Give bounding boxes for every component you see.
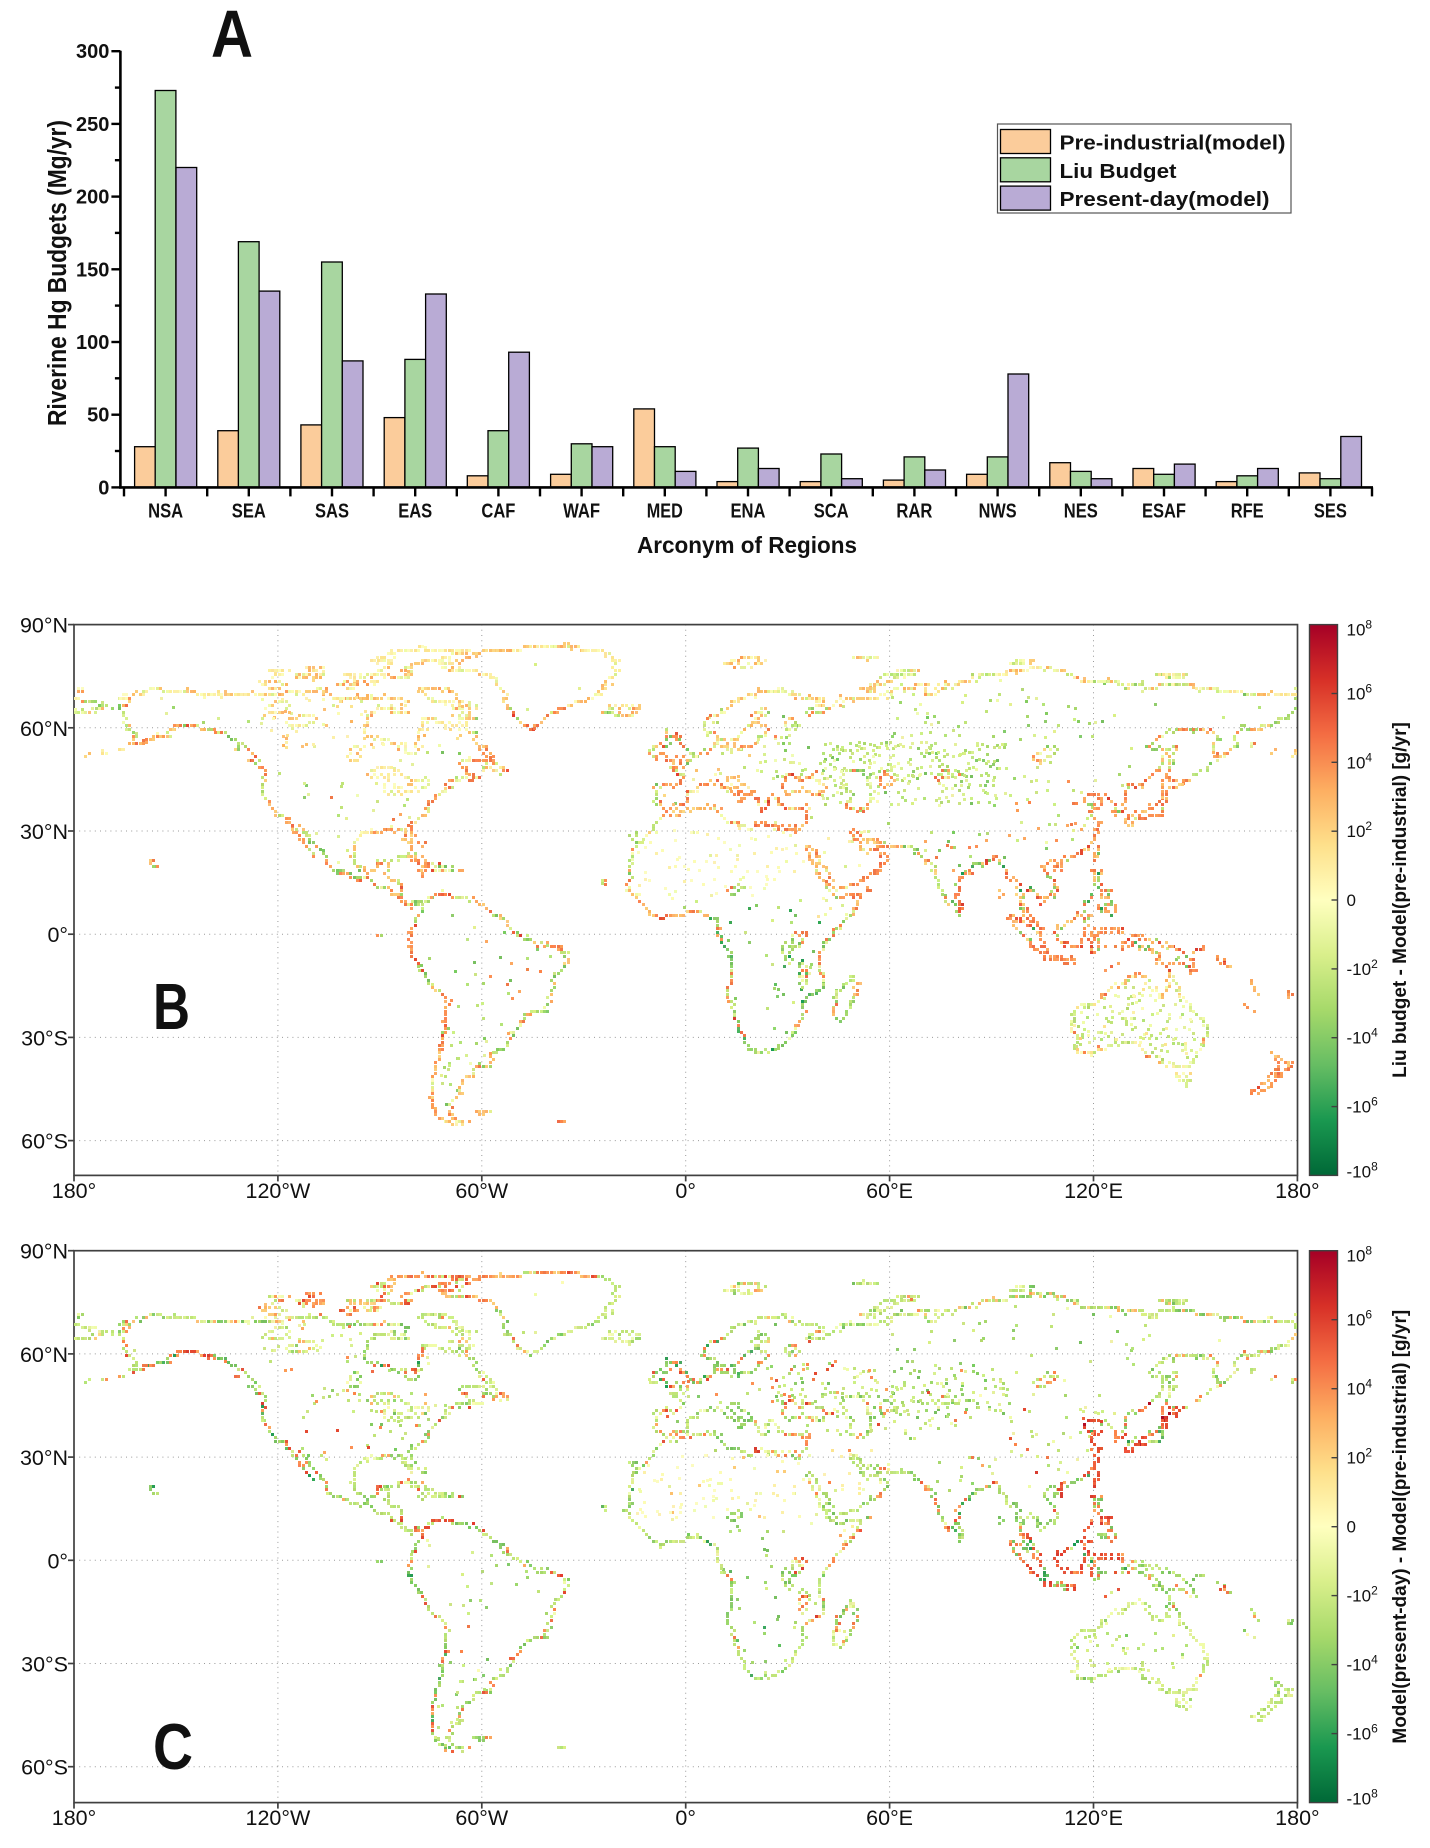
- svg-text:Liu Budget: Liu Budget: [1060, 160, 1177, 183]
- svg-text:Model(present-day) - Model(pre: Model(present-day) - Model(pre-industria…: [1390, 1310, 1411, 1744]
- svg-text:SCA: SCA: [814, 500, 849, 522]
- svg-text:60°N: 60°N: [20, 1343, 68, 1367]
- svg-text:200: 200: [76, 187, 109, 209]
- svg-text:90°N: 90°N: [20, 614, 68, 638]
- svg-text:NWS: NWS: [979, 500, 1017, 522]
- svg-text:CAF: CAF: [481, 500, 515, 522]
- svg-text:SES: SES: [1314, 500, 1347, 522]
- svg-text:120°W: 120°W: [246, 1806, 311, 1830]
- svg-text:RAR: RAR: [896, 500, 932, 522]
- svg-text:0°: 0°: [47, 923, 68, 947]
- svg-text:ENA: ENA: [731, 500, 766, 522]
- svg-text:30°S: 30°S: [21, 1026, 68, 1050]
- svg-text:Liu budget - Model(pre-industr: Liu budget - Model(pre-industrial) [g/yr…: [1390, 722, 1411, 1078]
- svg-text:ESAF: ESAF: [1142, 500, 1186, 522]
- svg-text:60°W: 60°W: [455, 1806, 509, 1830]
- svg-text:SAS: SAS: [315, 500, 349, 522]
- svg-text:A: A: [211, 0, 253, 72]
- svg-text:90°N: 90°N: [20, 1240, 68, 1264]
- svg-text:180°: 180°: [1275, 1806, 1319, 1830]
- svg-text:EAS: EAS: [398, 500, 432, 522]
- svg-text:60°E: 60°E: [866, 1179, 913, 1203]
- svg-text:180°: 180°: [1275, 1179, 1319, 1203]
- svg-text:0: 0: [1347, 1518, 1356, 1537]
- svg-text:60°S: 60°S: [21, 1756, 68, 1780]
- svg-text:RFE: RFE: [1231, 500, 1264, 522]
- svg-text:-104: -104: [1347, 1026, 1379, 1048]
- svg-text:-108: -108: [1347, 1787, 1379, 1809]
- svg-text:WAF: WAF: [563, 500, 600, 522]
- svg-text:-106: -106: [1347, 1095, 1379, 1117]
- svg-text:B: B: [153, 970, 190, 1043]
- svg-text:Present-day(model): Present-day(model): [1060, 188, 1270, 211]
- svg-text:150: 150: [76, 259, 109, 281]
- svg-text:60°W: 60°W: [455, 1179, 509, 1203]
- svg-text:NES: NES: [1064, 500, 1098, 522]
- svg-text:-104: -104: [1347, 1653, 1379, 1675]
- svg-text:300: 300: [76, 41, 109, 63]
- svg-text:MED: MED: [647, 500, 683, 522]
- svg-text:-108: -108: [1347, 1159, 1379, 1181]
- svg-text:60°S: 60°S: [21, 1130, 68, 1154]
- svg-text:0°: 0°: [675, 1806, 696, 1830]
- svg-text:120°E: 120°E: [1064, 1179, 1123, 1203]
- svg-text:60°N: 60°N: [20, 717, 68, 741]
- svg-text:120°W: 120°W: [246, 1179, 311, 1203]
- svg-text:Riverine Hg Budgets (Mg/yr): Riverine Hg Budgets (Mg/yr): [44, 120, 72, 426]
- svg-text:Pre-industrial(model): Pre-industrial(model): [1060, 132, 1286, 155]
- svg-text:180°: 180°: [52, 1806, 96, 1830]
- svg-text:0°: 0°: [675, 1179, 696, 1203]
- svg-text:Arconym of Regions: Arconym of Regions: [637, 532, 857, 558]
- svg-text:30°S: 30°S: [21, 1653, 68, 1677]
- svg-text:0: 0: [98, 477, 109, 499]
- svg-text:SEA: SEA: [232, 500, 266, 522]
- svg-text:50: 50: [87, 405, 109, 427]
- svg-text:NSA: NSA: [148, 500, 183, 522]
- svg-text:-102: -102: [1347, 1584, 1379, 1606]
- svg-text:-102: -102: [1347, 957, 1379, 979]
- svg-text:C: C: [153, 1710, 193, 1783]
- svg-text:100: 100: [76, 332, 109, 354]
- svg-text:30°N: 30°N: [20, 820, 68, 844]
- svg-text:120°E: 120°E: [1064, 1806, 1123, 1830]
- svg-text:0°: 0°: [47, 1549, 68, 1573]
- svg-text:-106: -106: [1347, 1722, 1379, 1744]
- svg-text:250: 250: [76, 114, 109, 136]
- svg-text:180°: 180°: [52, 1179, 96, 1203]
- svg-text:60°E: 60°E: [866, 1806, 913, 1830]
- svg-text:30°N: 30°N: [20, 1446, 68, 1470]
- svg-text:0: 0: [1347, 891, 1356, 910]
